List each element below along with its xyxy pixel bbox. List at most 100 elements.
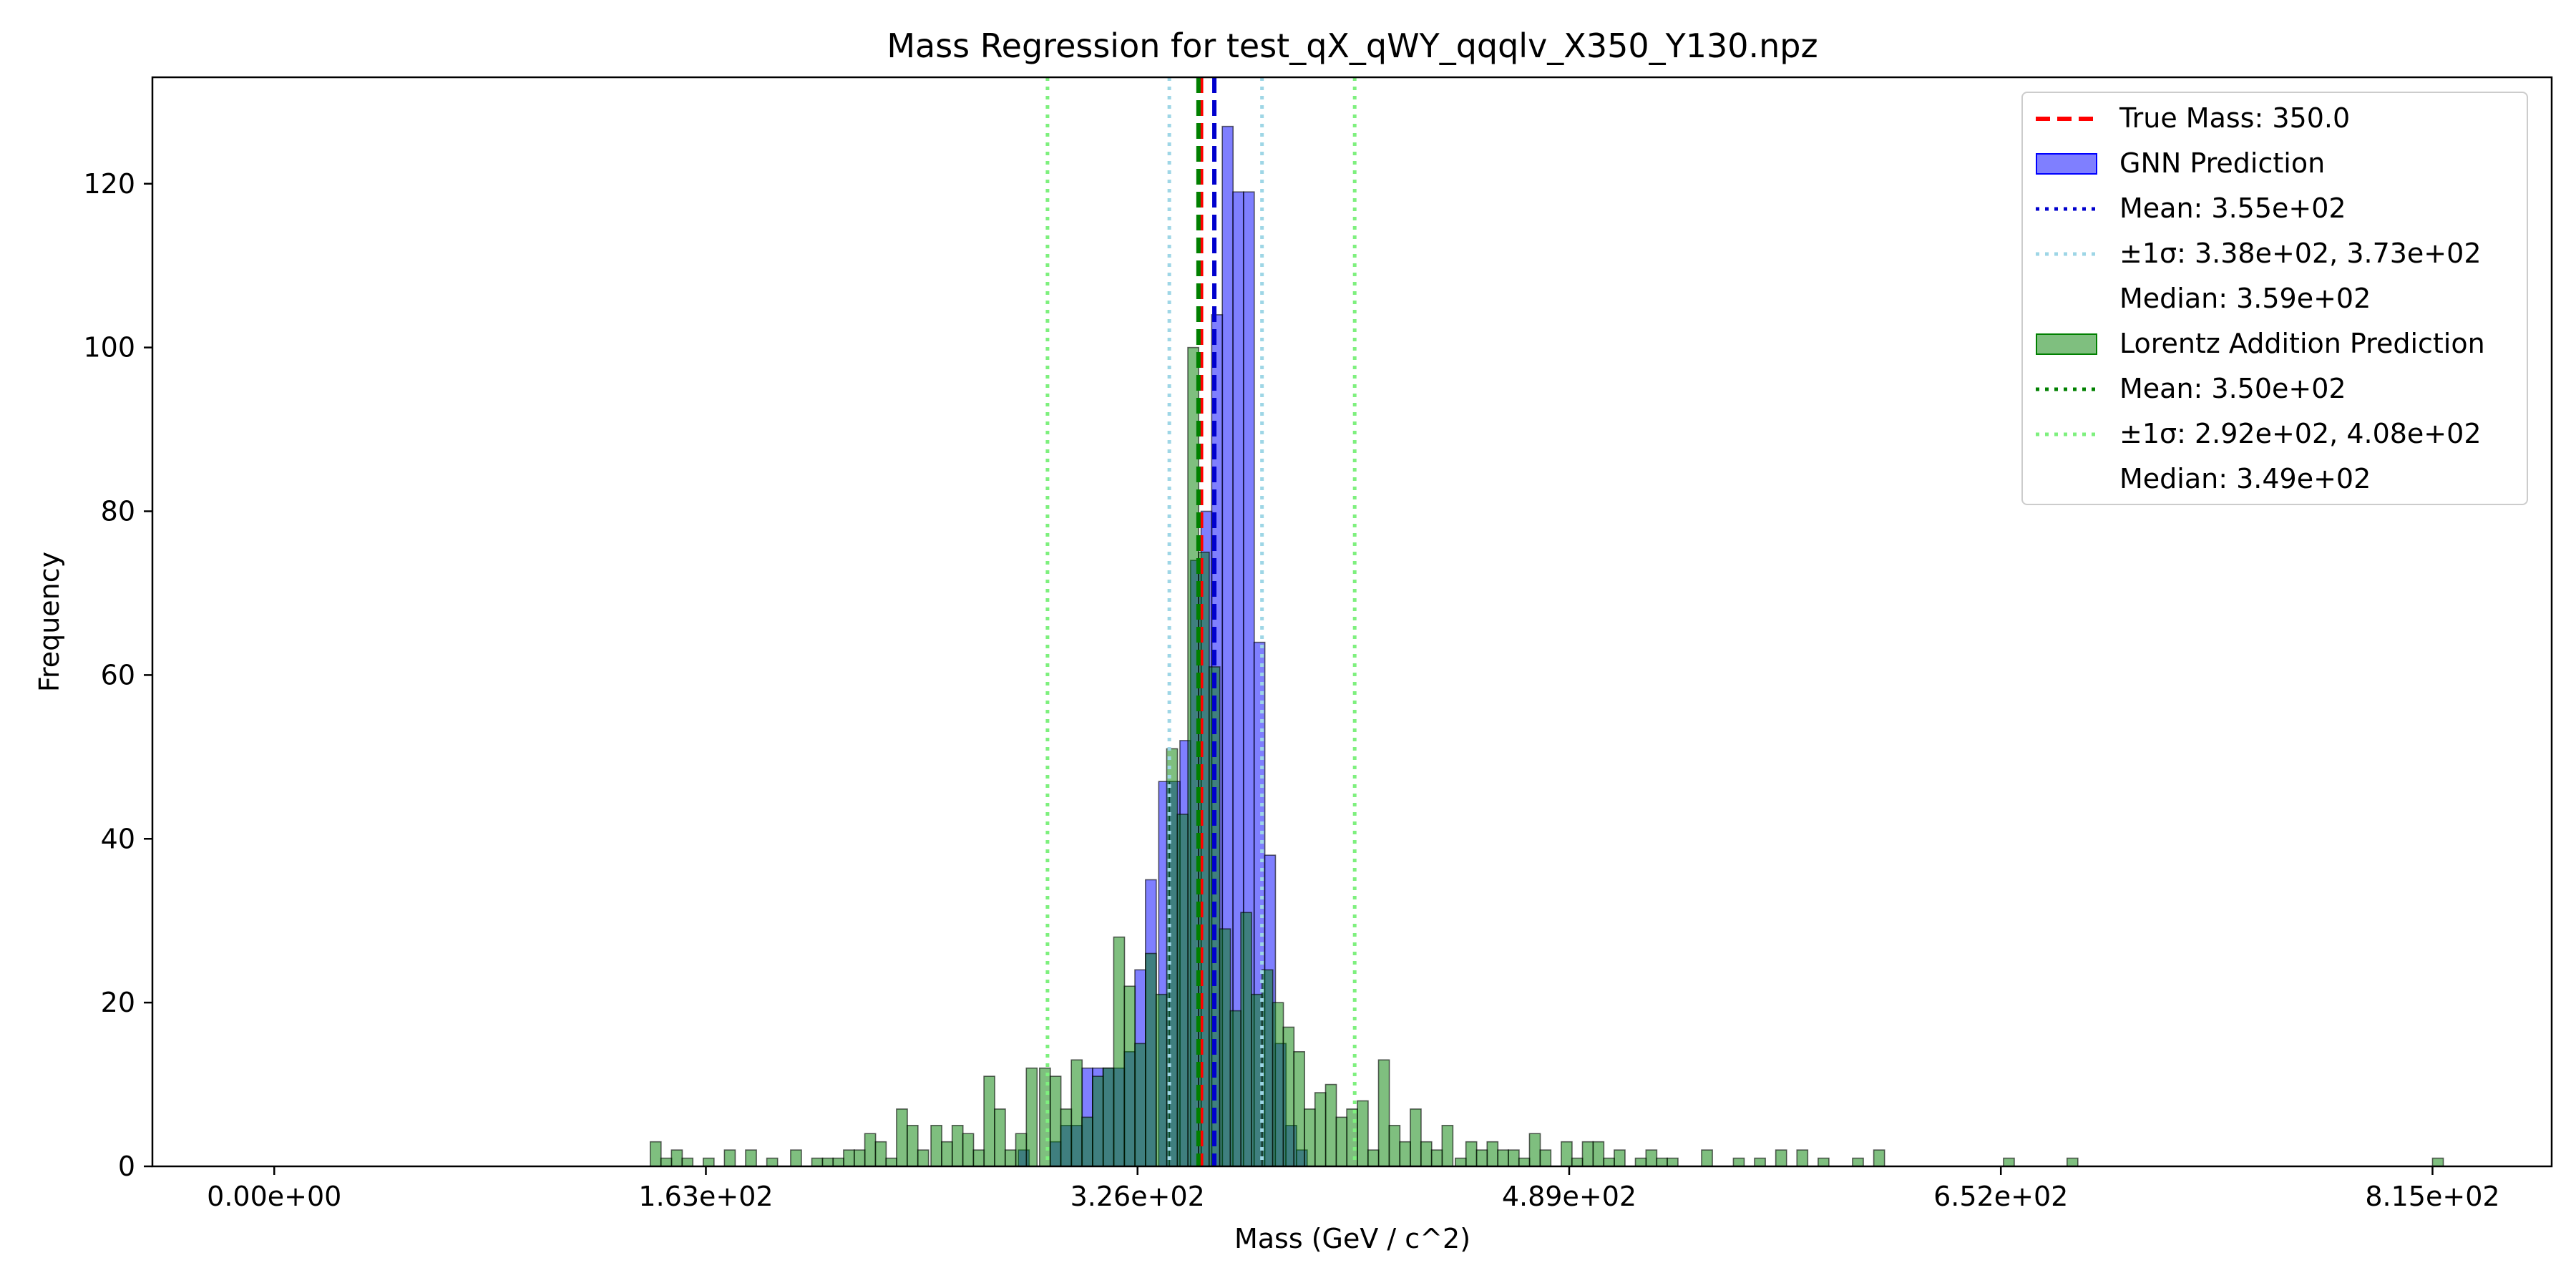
x-tick-label-3: 4.89e+02: [1502, 1181, 1636, 1212]
bar-lorentz-32: [1060, 1108, 1073, 1167]
bar-lorentz-16: [885, 1157, 898, 1167]
x-tick-label-4: 6.52e+02: [1933, 1181, 2068, 1212]
bar-lorentz-72: [1486, 1141, 1499, 1167]
bar-lorentz-64: [1399, 1141, 1411, 1167]
y-tick-label-3: 60: [101, 659, 135, 691]
bar-lorentz-36: [1102, 1067, 1115, 1167]
bar-lorentz-65: [1410, 1108, 1422, 1167]
bar-lorentz-76: [1528, 1133, 1541, 1167]
bar-lorentz-20: [930, 1124, 942, 1167]
legend-item: Mean: 3.55e+02: [2023, 186, 2527, 230]
legend-item: True Mass: 350.0: [2023, 96, 2527, 140]
bar-lorentz-57: [1324, 1083, 1337, 1167]
bar-lorentz-27: [1004, 1149, 1017, 1167]
bar-lorentz-35: [1092, 1075, 1104, 1167]
y-axis-ticks: 0 20 40 60 80 100 120: [83, 168, 152, 1182]
bar-lorentz-75: [1518, 1157, 1531, 1167]
bar-lorentz-61: [1367, 1149, 1380, 1167]
bar-lorentz-22: [951, 1124, 964, 1167]
bar-lorentz-80: [1581, 1141, 1594, 1167]
bar-lorentz-19: [917, 1149, 930, 1167]
bar-lorentz-56: [1314, 1092, 1327, 1167]
bar-lorentz-26: [994, 1108, 1006, 1167]
legend-swatch: [2036, 468, 2097, 491]
legend-swatch: [2036, 387, 2097, 391]
x-axis-label: Mass (GeV / c^2): [1234, 1223, 1470, 1254]
bar-lorentz-9: [811, 1157, 824, 1167]
bar-lorentz-49: [1240, 912, 1252, 1167]
bar-lorentz-48: [1229, 1010, 1242, 1167]
bar-lorentz-3: [681, 1157, 694, 1167]
legend-item: Median: 3.49e+02: [2023, 457, 2527, 501]
bar-lorentz-23: [962, 1133, 975, 1167]
bar-lorentz-82: [1603, 1157, 1615, 1167]
x-tick-label-2: 3.26e+02: [1070, 1181, 1205, 1212]
bar-lorentz-63: [1388, 1124, 1401, 1167]
y-axis-label: Frequency: [34, 552, 65, 692]
y-tick-label-4: 80: [101, 496, 135, 527]
legend-label: ±1σ: 3.38e+02, 3.73e+02: [2119, 238, 2482, 269]
bar-lorentz-87: [1667, 1157, 1679, 1167]
legend-item: GNN Prediction: [2023, 141, 2527, 185]
bar-lorentz-70: [1465, 1141, 1478, 1167]
bar-lorentz-98: [2431, 1157, 2444, 1167]
legend-label: GNN Prediction: [2119, 147, 2326, 179]
legend-label: Median: 3.59e+02: [2119, 283, 2371, 314]
bar-lorentz-95: [1873, 1149, 1885, 1167]
y-tick-label-5: 100: [83, 332, 135, 364]
bar-lorentz-93: [1818, 1157, 1830, 1167]
bar-lorentz-7: [766, 1157, 779, 1167]
bar-lorentz-69: [1455, 1157, 1467, 1167]
bar-lorentz-71: [1475, 1149, 1488, 1167]
bar-lorentz-74: [1508, 1149, 1520, 1167]
x-tick-label-1: 1.63e+02: [638, 1181, 773, 1212]
legend-label: ±1σ: 2.92e+02, 4.08e+02: [2119, 418, 2482, 449]
bar-lorentz-31: [1049, 1075, 1062, 1167]
y-tick-label-6: 120: [83, 168, 135, 200]
bar-lorentz-62: [1377, 1059, 1390, 1167]
vlines-layer: [1045, 77, 1357, 1166]
legend-swatch: [2036, 333, 2097, 355]
bar-lorentz-84: [1634, 1157, 1647, 1167]
bar-lorentz-54: [1293, 1050, 1305, 1167]
bar-lorentz-67: [1430, 1149, 1443, 1167]
bar-lorentz-89: [1732, 1157, 1745, 1167]
legend-label: Lorentz Addition Prediction: [2119, 328, 2485, 359]
legend-item: Lorentz Addition Prediction: [2023, 321, 2527, 366]
legend-label: True Mass: 350.0: [2119, 102, 2351, 134]
bar-lorentz-55: [1304, 1108, 1316, 1167]
bar-lorentz-91: [1775, 1149, 1787, 1167]
legend-label: Mean: 3.55e+02: [2119, 192, 2346, 224]
bar-lorentz-18: [906, 1124, 919, 1167]
bar-lorentz-21: [941, 1141, 953, 1167]
bar-lorentz-73: [1497, 1149, 1509, 1167]
x-tick-label-5: 8.15e+02: [2365, 1181, 2499, 1212]
bar-lorentz-53: [1282, 1026, 1295, 1167]
bar-lorentz-12: [843, 1149, 855, 1167]
legend-swatch: [2036, 432, 2097, 436]
bar-lorentz-39: [1134, 1043, 1146, 1167]
bar-lorentz-92: [1796, 1149, 1809, 1167]
chart-title: Mass Regression for test_qX_qWY_qqqlv_X3…: [887, 26, 1818, 65]
bar-lorentz-94: [1852, 1157, 1864, 1167]
bar-lorentz-43: [1176, 814, 1189, 1167]
bar-lorentz-25: [983, 1075, 995, 1167]
x-tick-label-0: 0.00e+00: [207, 1181, 341, 1212]
bar-lorentz-4: [702, 1157, 715, 1167]
x-axis-ticks: 0.00e+00 1.63e+02 3.26e+02 4.89e+02 6.52e+02…: [207, 1166, 2500, 1212]
bar-lorentz-37: [1113, 936, 1126, 1167]
bar-lorentz-24: [972, 1149, 985, 1167]
bar-lorentz-38: [1123, 985, 1136, 1167]
bar-lorentz-6: [745, 1149, 757, 1167]
legend-label: Median: 3.49e+02: [2119, 463, 2371, 494]
y-tick-label-1: 20: [101, 987, 135, 1018]
legend-item: ±1σ: 2.92e+02, 4.08e+02: [2023, 411, 2527, 456]
bar-lorentz-28: [1015, 1133, 1028, 1167]
bar-lorentz-29: [1025, 1067, 1038, 1167]
bar-lorentz-34: [1081, 1116, 1093, 1167]
bar-lorentz-11: [832, 1157, 845, 1167]
bar-lorentz-8: [790, 1149, 802, 1167]
legend-item: ±1σ: 3.38e+02, 3.73e+02: [2023, 231, 2527, 275]
bar-lorentz-0: [649, 1141, 662, 1167]
